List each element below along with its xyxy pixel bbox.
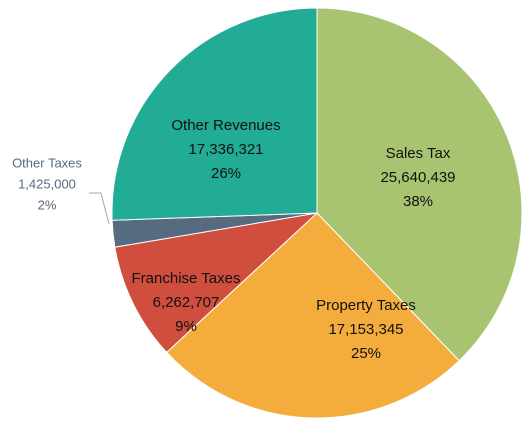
slice-percent: 9% [175, 318, 197, 335]
leader-line [89, 192, 110, 225]
slice-name: Other Taxes [12, 155, 82, 170]
slice-percent: 2% [38, 197, 57, 212]
slice-value: 6,262,707 [153, 294, 220, 311]
slice-percent: 38% [403, 193, 433, 210]
slice-value: 25,640,439 [380, 169, 455, 186]
slice-percent: 26% [211, 165, 241, 182]
pie-slice [165, 212, 460, 419]
pie-slice [114, 212, 319, 354]
slice-name: Other Revenues [171, 117, 280, 134]
slice-name: Property Taxes [316, 297, 416, 314]
slice-name: Sales Tax [386, 145, 451, 162]
slice-value: 17,153,345 [328, 321, 403, 338]
pie-slice [316, 7, 523, 362]
slice-name: Franchise Taxes [132, 270, 241, 287]
slice-percent: 25% [351, 345, 381, 362]
slice-value: 17,336,321 [188, 141, 263, 158]
pie-slice [111, 7, 318, 221]
slice-value: 1,425,000 [18, 176, 76, 191]
